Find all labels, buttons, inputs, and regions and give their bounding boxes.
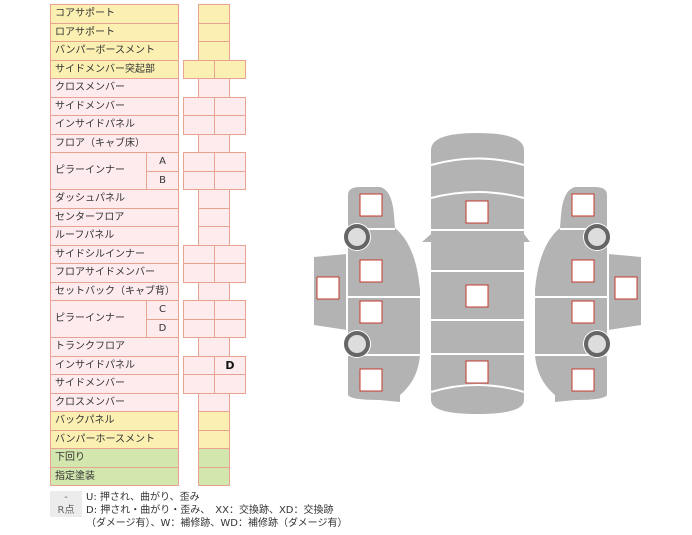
check-box bbox=[316, 276, 340, 300]
check-box bbox=[359, 368, 383, 392]
input-cell[interactable] bbox=[214, 374, 246, 394]
check-box bbox=[571, 193, 595, 217]
legend-item: R点 D: 押され・曲がり・歪み、 XX：交換跡、XD：交換跡 bbox=[50, 504, 347, 517]
legend-item: （ダメージ有）、W：補修跡、WD：補修跡（ダメージ有） bbox=[50, 517, 347, 530]
panel-lines bbox=[346, 157, 609, 393]
check-boxes bbox=[316, 193, 638, 392]
input-cell[interactable] bbox=[214, 115, 246, 135]
row-label: 指定塗装 bbox=[50, 466, 179, 486]
check-box bbox=[465, 200, 489, 224]
input-cell[interactable] bbox=[214, 170, 246, 190]
car-left-side bbox=[348, 187, 420, 402]
wheels bbox=[343, 223, 611, 358]
check-box bbox=[614, 276, 638, 300]
check-box bbox=[571, 259, 595, 283]
check-box bbox=[359, 193, 383, 217]
check-box bbox=[465, 284, 489, 308]
check-box bbox=[465, 360, 489, 384]
car-right-side bbox=[535, 187, 607, 402]
input-cell[interactable] bbox=[198, 466, 230, 486]
check-box bbox=[571, 300, 595, 324]
row-label: ピラーインナー bbox=[50, 152, 147, 190]
car-top-view bbox=[422, 133, 530, 414]
legend-key: - bbox=[50, 491, 82, 504]
input-cell[interactable] bbox=[214, 263, 246, 283]
legend-key: R点 bbox=[50, 504, 82, 517]
legend: - U: 押され、曲がり、歪み R点 D: 押され・曲がり・歪み、 XX：交換跡、X… bbox=[50, 491, 347, 530]
legend-text: U: 押され、曲がり、歪み bbox=[86, 492, 200, 503]
legend-text: （ダメージ有）、W：補修跡、WD：補修跡（ダメージ有） bbox=[86, 518, 348, 529]
input-cell[interactable] bbox=[214, 318, 246, 338]
legend-text: D: 押され・曲がり・歪み、 XX：交換跡、XD：交換跡 bbox=[86, 505, 334, 516]
legend-item: - U: 押され、曲がり、歪み bbox=[50, 491, 347, 504]
row-label: ピラーインナー bbox=[50, 300, 147, 338]
check-box bbox=[359, 259, 383, 283]
input-cell[interactable] bbox=[214, 59, 246, 79]
check-box bbox=[571, 368, 595, 392]
check-box bbox=[359, 300, 383, 324]
